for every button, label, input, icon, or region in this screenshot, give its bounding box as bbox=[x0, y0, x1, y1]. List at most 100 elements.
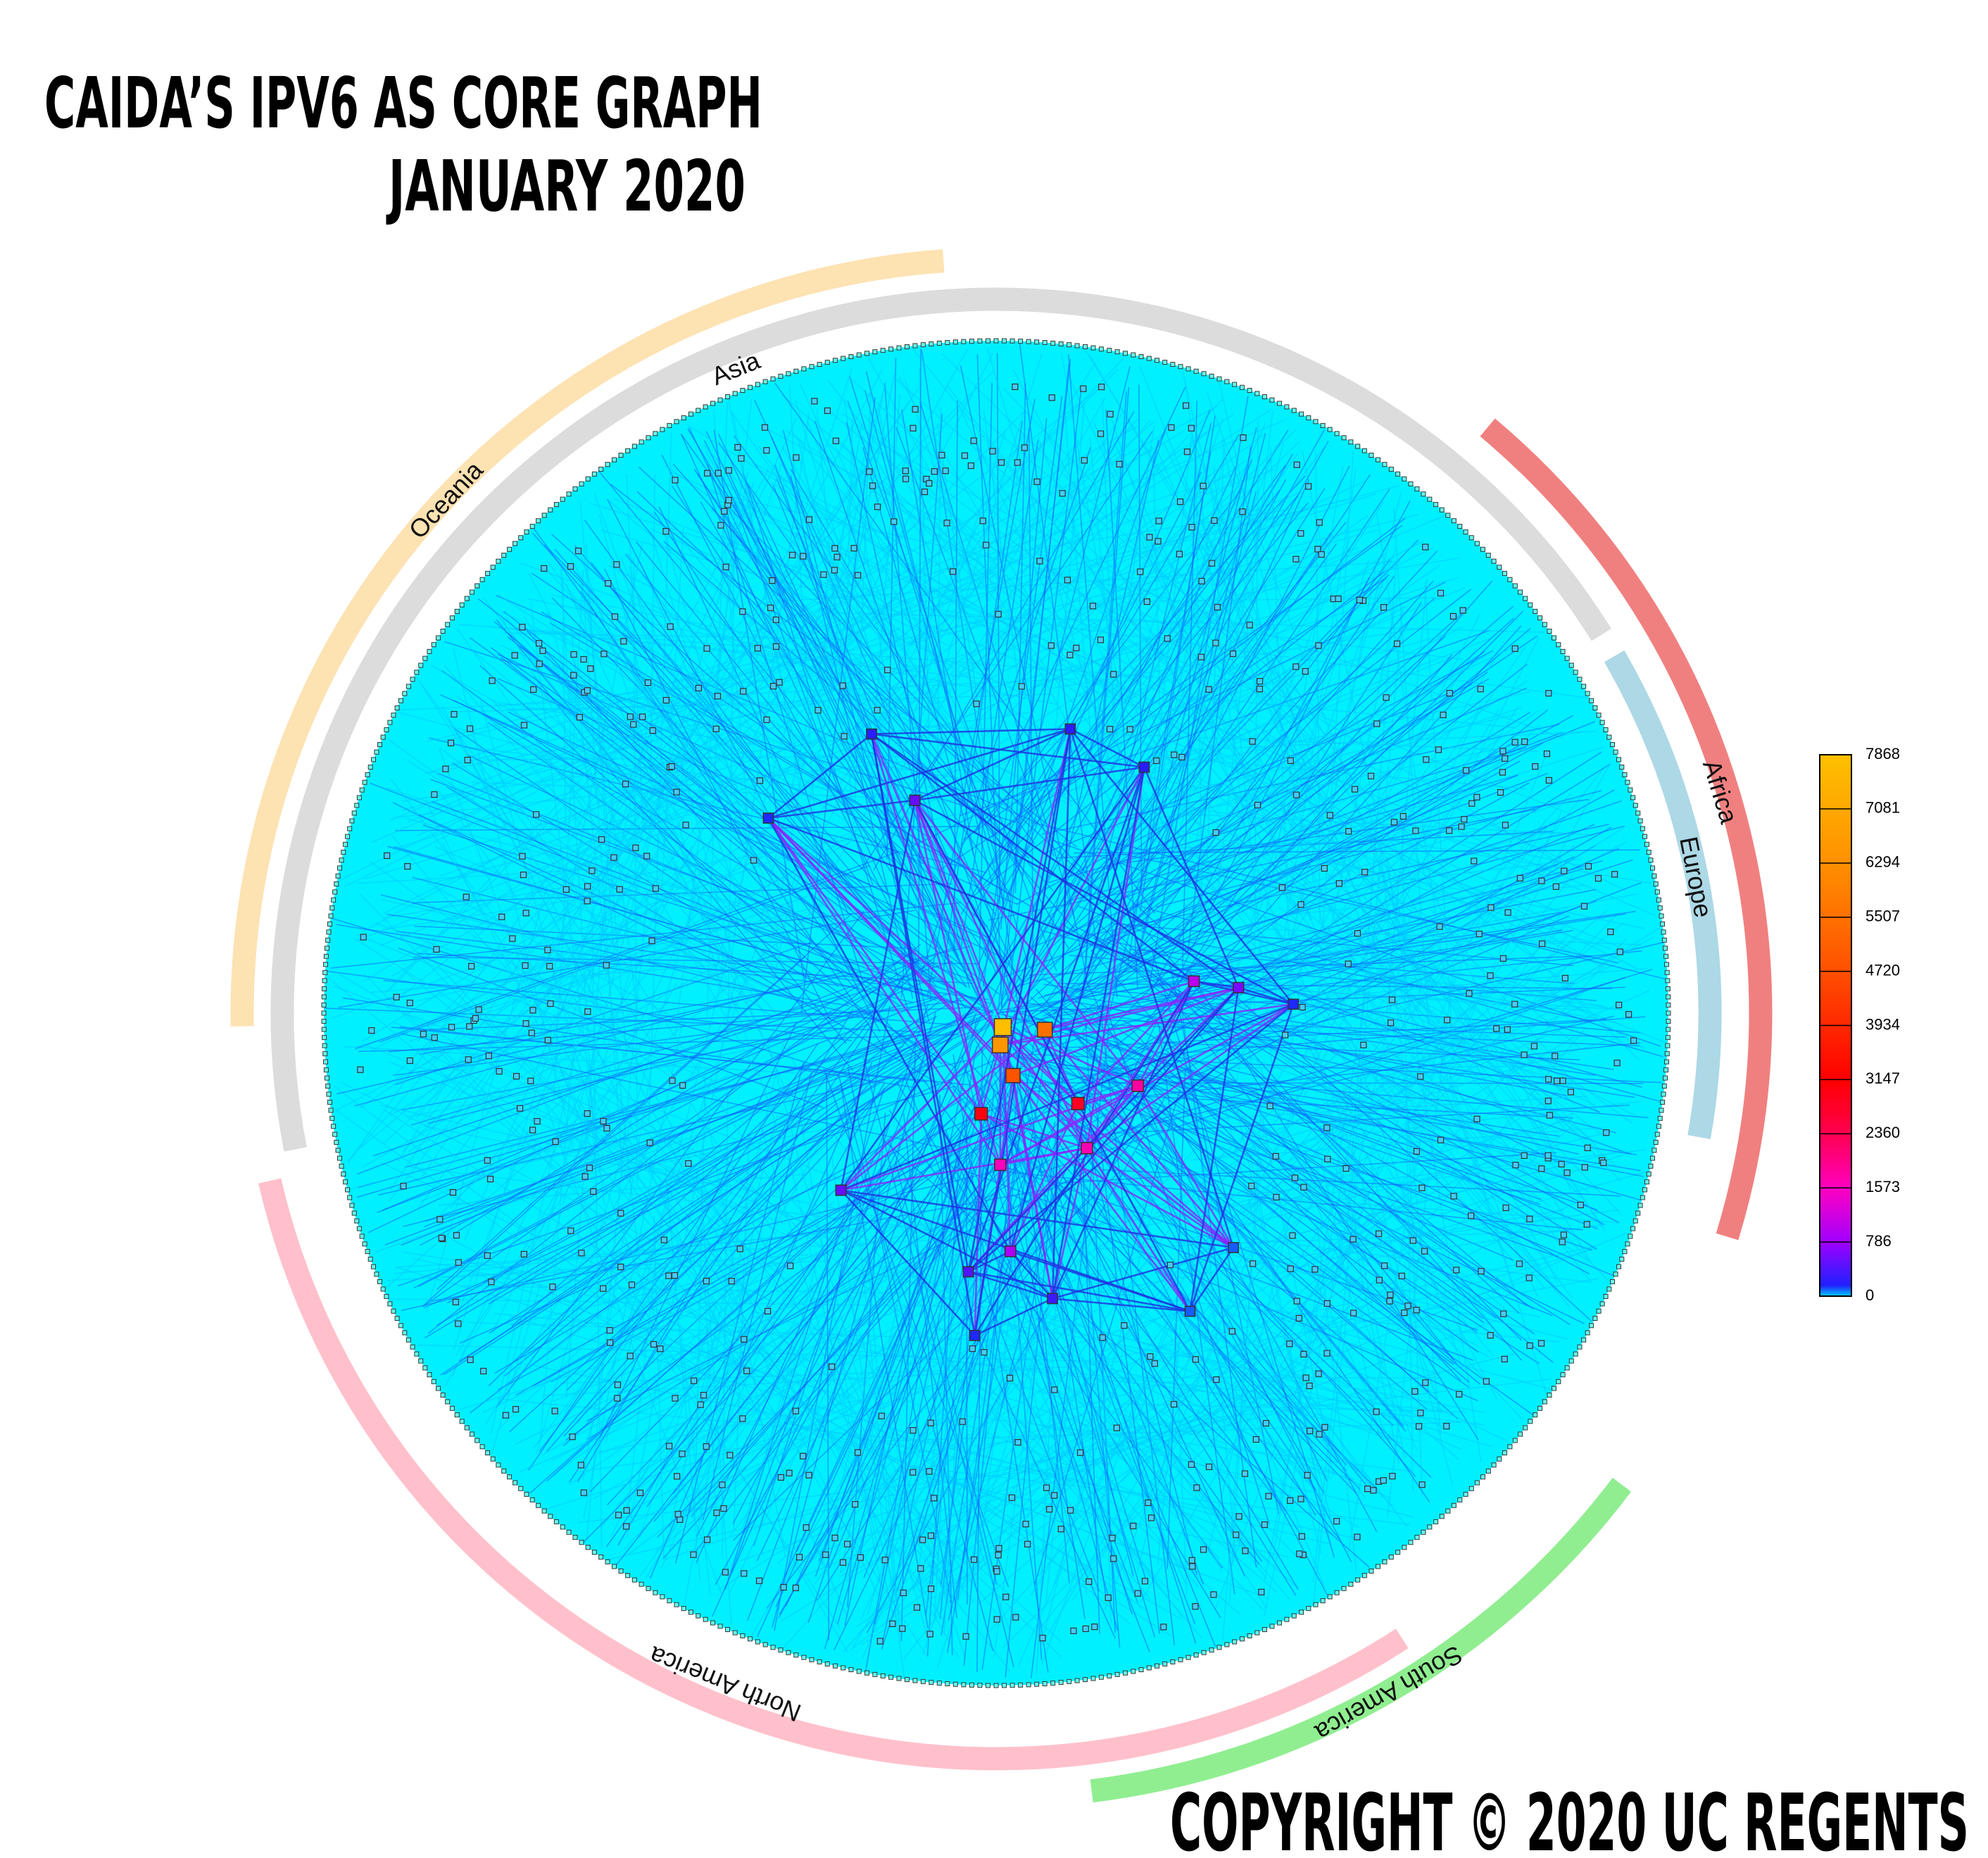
edge bbox=[1252, 538, 1351, 779]
hub-node bbox=[1064, 723, 1076, 735]
node bbox=[691, 1377, 698, 1384]
hub-edge bbox=[914, 800, 1191, 1312]
node bbox=[1640, 826, 1645, 831]
node bbox=[1592, 1316, 1598, 1322]
node bbox=[1485, 1468, 1491, 1474]
edge bbox=[1333, 1039, 1551, 1207]
node bbox=[767, 604, 774, 612]
edge bbox=[432, 801, 740, 884]
edge bbox=[430, 665, 774, 860]
edge bbox=[807, 1204, 1359, 1529]
node bbox=[616, 886, 623, 893]
node bbox=[580, 655, 587, 663]
node bbox=[1457, 1497, 1463, 1502]
node bbox=[1546, 1112, 1553, 1119]
edge bbox=[1028, 955, 1592, 976]
node bbox=[1545, 777, 1552, 784]
node bbox=[1209, 1647, 1214, 1653]
node bbox=[649, 727, 656, 734]
node bbox=[1585, 1330, 1590, 1336]
node bbox=[1648, 858, 1654, 863]
node bbox=[598, 466, 604, 472]
node bbox=[1573, 1351, 1578, 1357]
edge bbox=[767, 1043, 929, 1643]
node bbox=[740, 388, 746, 394]
edge bbox=[990, 1083, 1216, 1647]
node bbox=[1176, 498, 1184, 506]
node bbox=[501, 553, 507, 558]
node bbox=[1273, 1193, 1280, 1200]
node bbox=[1642, 1187, 1647, 1193]
node bbox=[394, 1316, 400, 1322]
edge bbox=[421, 929, 591, 1177]
node bbox=[1468, 1486, 1474, 1491]
node bbox=[969, 1682, 974, 1688]
node bbox=[1650, 865, 1656, 871]
node bbox=[384, 852, 391, 859]
hub-edge bbox=[768, 799, 915, 820]
edge bbox=[695, 1017, 936, 1564]
node bbox=[1414, 1535, 1420, 1540]
edge bbox=[633, 558, 638, 1183]
edge bbox=[727, 503, 736, 1038]
node bbox=[345, 1187, 351, 1193]
edge bbox=[1185, 858, 1581, 907]
node bbox=[1443, 1017, 1451, 1024]
node bbox=[653, 431, 658, 437]
edge bbox=[397, 1114, 891, 1287]
node bbox=[1106, 725, 1114, 733]
node bbox=[1254, 391, 1260, 396]
node bbox=[611, 613, 619, 620]
node bbox=[520, 872, 527, 879]
node bbox=[484, 1252, 491, 1260]
node bbox=[1113, 1424, 1120, 1431]
node bbox=[1395, 1550, 1401, 1555]
node bbox=[1341, 1586, 1347, 1591]
edge bbox=[582, 587, 624, 1183]
node bbox=[365, 1249, 370, 1255]
node bbox=[1666, 994, 1671, 1000]
node bbox=[1497, 789, 1504, 796]
edge bbox=[1090, 672, 1488, 952]
node bbox=[384, 1293, 389, 1299]
node bbox=[1414, 486, 1420, 491]
edge bbox=[332, 827, 867, 1019]
node bbox=[896, 1676, 902, 1681]
edge bbox=[1045, 1123, 1345, 1638]
node bbox=[1461, 816, 1468, 823]
node bbox=[474, 1438, 480, 1443]
edge bbox=[767, 424, 1141, 632]
node bbox=[345, 834, 351, 839]
node bbox=[1423, 756, 1430, 763]
node bbox=[1656, 897, 1661, 903]
node bbox=[584, 687, 591, 694]
edge bbox=[1271, 992, 1585, 1162]
edge bbox=[1030, 821, 1666, 980]
node bbox=[507, 546, 512, 552]
node bbox=[1201, 1650, 1207, 1655]
edge bbox=[401, 1137, 638, 1191]
node bbox=[1625, 1241, 1630, 1247]
node bbox=[1375, 1230, 1383, 1237]
edge bbox=[791, 430, 930, 598]
colorbar-tick-label: 5507 bbox=[1866, 908, 1900, 925]
edge bbox=[494, 655, 673, 796]
node bbox=[848, 353, 854, 359]
edge bbox=[1074, 849, 1640, 854]
edge bbox=[1037, 1049, 1328, 1595]
node bbox=[805, 516, 813, 523]
node bbox=[1415, 1423, 1423, 1430]
node bbox=[1114, 1671, 1120, 1677]
edge bbox=[1178, 939, 1592, 1022]
node bbox=[502, 1412, 510, 1419]
node bbox=[1188, 425, 1195, 432]
node bbox=[832, 437, 840, 444]
node bbox=[1208, 560, 1216, 567]
edge bbox=[645, 384, 1105, 727]
edge bbox=[1145, 823, 1644, 929]
edge bbox=[584, 520, 902, 960]
hub-edge bbox=[870, 734, 1002, 1165]
node bbox=[852, 1501, 859, 1508]
edge bbox=[705, 431, 960, 962]
node bbox=[1630, 1226, 1636, 1231]
